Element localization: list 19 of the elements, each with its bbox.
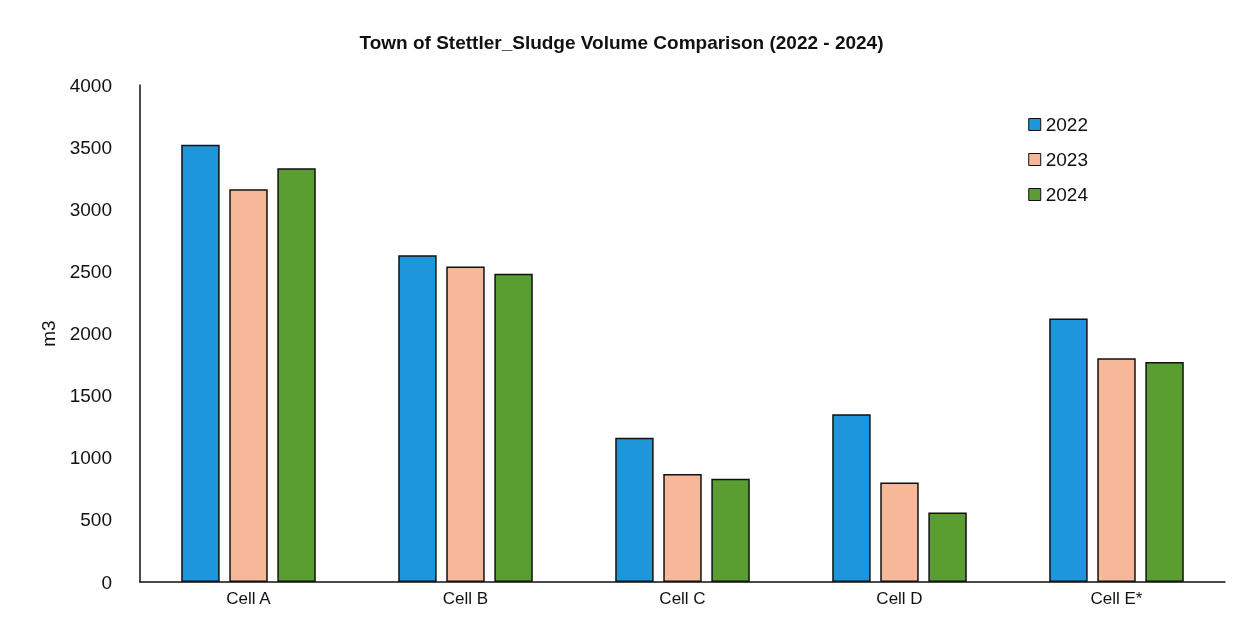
- legend-label: 2023: [1045, 149, 1089, 170]
- y-tick-label: 3000: [69, 198, 112, 220]
- x-tick-label: Cell C: [659, 589, 706, 608]
- y-tick-label: 1000: [69, 447, 112, 469]
- x-tick-label: Cell E*: [1090, 589, 1143, 608]
- y-tick-label: 3500: [69, 136, 112, 158]
- y-tick-label: 500: [80, 509, 112, 531]
- x-tick-label: Cell D: [876, 589, 923, 608]
- x-tick-label: Cell B: [442, 589, 489, 608]
- y-axis-title: m3: [38, 320, 59, 347]
- chart-title: Town of Stettler_Sludge Volume Comparison (2022 - 2024): [359, 32, 884, 53]
- y-tick-label: 0: [101, 571, 112, 593]
- y-tick-label: 2500: [69, 260, 112, 282]
- legend-label: 2024: [1045, 184, 1089, 205]
- x-tick-label: Cell A: [226, 589, 272, 608]
- y-tick-label: 1500: [69, 385, 112, 407]
- y-tick-label: 2000: [69, 323, 112, 344]
- legend-label: 2022: [1045, 114, 1089, 135]
- y-tick-label: 4000: [69, 74, 112, 96]
